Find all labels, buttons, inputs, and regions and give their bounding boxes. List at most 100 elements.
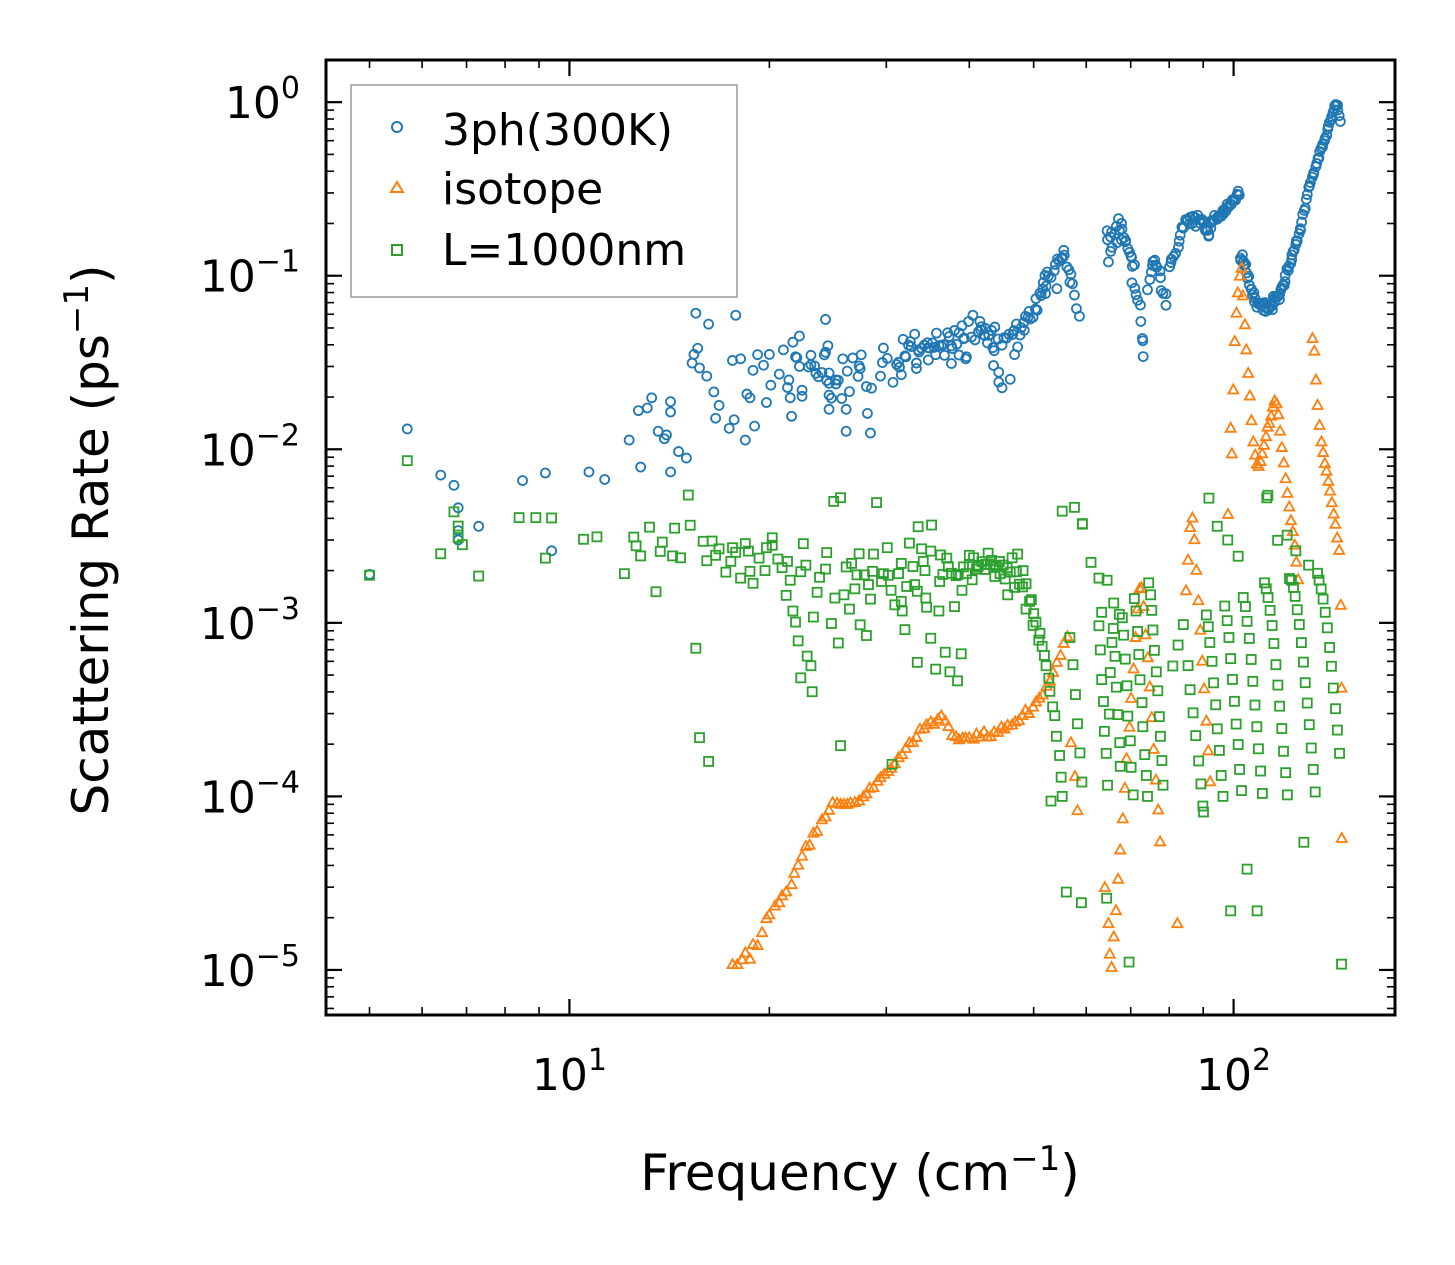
point-0-89 [844,386,855,397]
point-0-1 [401,423,413,435]
point-2-247 [1202,621,1214,633]
y-axis-label: Scattering Rate (ps−1) [57,264,120,815]
point-2-7 [473,570,485,582]
point-0-178 [1012,341,1024,353]
point-1-111 [1133,581,1147,594]
point-2-178 [1044,685,1056,697]
point-2-193 [1096,674,1108,685]
point-2-289 [1281,789,1293,801]
point-2-163 [1017,581,1028,593]
point-0-256 [1149,254,1161,266]
point-1-139 [1226,382,1240,395]
point-2-32 [706,535,718,547]
point-1-169 [1279,471,1293,484]
point-0-43 [744,392,756,404]
point-0-173 [1004,373,1016,385]
y-tick-label-5: 100 [225,71,300,129]
point-2-183 [1055,771,1067,783]
point-1-14 [785,877,799,890]
point-0-326 [1236,249,1248,261]
point-2-48 [766,539,778,551]
point-2-259 [1225,653,1237,665]
point-2-180 [1049,710,1061,722]
point-2-302 [1307,764,1319,775]
point-1-13 [779,884,793,897]
point-2-231 [1152,685,1164,697]
point-0-23 [665,406,676,418]
point-1-148 [1241,366,1255,378]
point-2-307 [1317,593,1329,605]
point-1-107 [1124,691,1138,703]
point-2-80 [851,569,863,581]
point-0-372 [1282,265,1294,276]
point-2-344 [1272,534,1284,546]
point-2-90 [876,576,887,587]
point-1-31 [848,795,862,807]
point-0-93 [854,363,866,374]
point-0-241 [1126,260,1138,272]
point-2-173 [1034,627,1046,639]
point-2-326 [1045,795,1057,807]
point-0-269 [1170,248,1182,259]
point-0-169 [996,382,1008,394]
point-2-243 [1193,755,1205,767]
point-1-127 [1187,532,1201,545]
point-1-57 [941,719,955,732]
point-1-67 [977,724,991,737]
point-0-251 [1142,284,1153,296]
point-2-244 [1195,778,1207,790]
series-0 [364,99,1346,580]
point-2-156 [1002,589,1014,601]
point-2-275 [1255,765,1266,777]
point-2-272 [1249,699,1261,711]
point-2-17 [635,550,647,562]
point-0-88 [841,365,853,377]
point-0-242 [1128,259,1140,271]
point-2-11 [546,512,557,524]
point-0-203 [1051,283,1063,295]
point-1-4 [743,951,757,964]
point-0-20 [661,429,672,441]
point-2-185 [1064,632,1076,643]
point-2-239 [1182,660,1194,672]
point-1-124 [1181,552,1195,565]
point-0-104 [891,359,903,370]
point-0-40 [735,353,746,365]
point-0-96 [862,407,873,419]
point-2-224 [1142,790,1153,802]
point-2-72 [832,637,844,649]
point-1-146 [1238,317,1252,330]
tick-labels: 101 102 10−5 10−4 10−3 10−2 10−1 100 [200,71,1271,1101]
point-2-51 [780,589,792,601]
point-0-417 [1332,99,1343,111]
point-1-183 [1316,445,1330,457]
point-0-244 [1130,289,1142,301]
point-1-20 [806,825,820,838]
point-0-400 [1313,152,1325,164]
point-2-175 [1039,650,1050,661]
point-1-97 [1103,946,1117,959]
point-2-113 [921,601,933,613]
point-2-313 [1330,703,1341,715]
point-2-129 [952,675,963,687]
point-1-130 [1193,622,1207,635]
point-0-369 [1279,276,1291,288]
point-2-310 [1324,642,1336,653]
point-0-3 [448,479,460,491]
point-1-39 [877,766,891,779]
point-1-104 [1118,780,1132,793]
point-2-28 [694,732,705,744]
point-2-254 [1215,770,1227,781]
point-2-182 [1054,750,1065,761]
point-2-209 [1119,653,1131,665]
point-2-226 [1145,589,1157,601]
point-1-40 [881,764,895,776]
point-0-214 [1067,278,1078,290]
point-2-283 [1270,659,1282,671]
point-1-98 [1105,960,1119,972]
point-0-381 [1291,235,1303,247]
point-2-44 [753,552,765,564]
point-2-320 [1225,905,1237,917]
point-0-15 [635,461,647,473]
point-2-279 [1262,592,1274,603]
